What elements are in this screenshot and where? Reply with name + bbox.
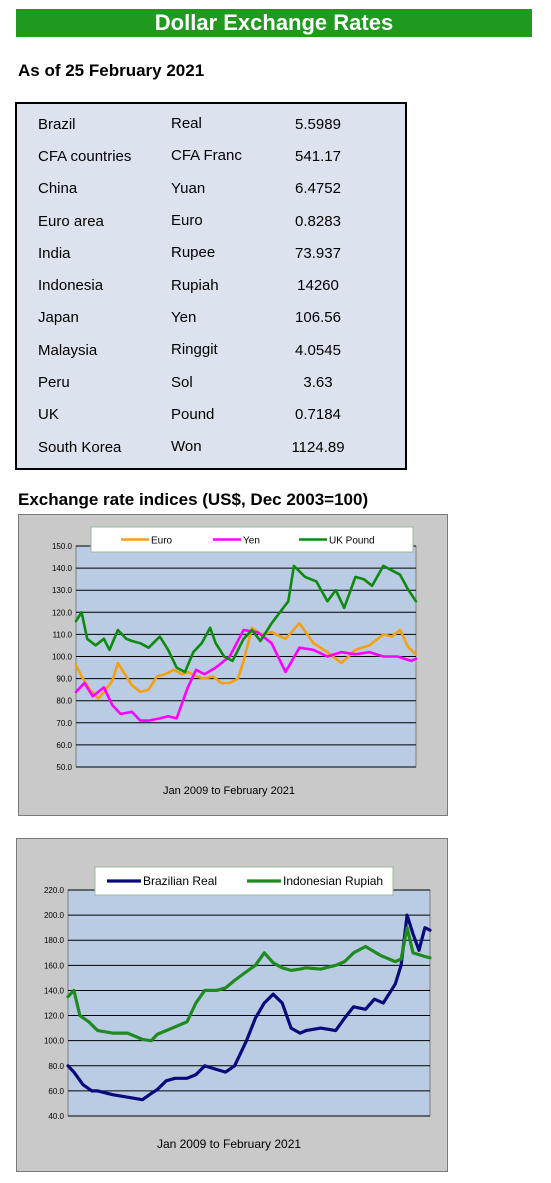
country-cell: Brazil — [38, 115, 76, 133]
rate-row: Euro area Euro 0.8283 — [17, 205, 405, 237]
rate-value-cell: 3.63 — [303, 374, 333, 392]
series-line-brazilian-real — [66, 913, 432, 1102]
rate-row: Peru Sol 3.63 — [17, 366, 405, 398]
rate-value-cell: 106.56 — [295, 309, 341, 327]
y-tick-label: 90.0 — [56, 675, 72, 684]
currency-cell: Euro — [171, 212, 203, 230]
as-of-date: As of 25 February 2021 — [18, 61, 205, 80]
page-banner-title: Dollar Exchange Rates — [16, 9, 532, 37]
major-currency-index-chart: 150.0 140.0 130.0 120.0 110.0 100.0 90.0 80.0 70… — [18, 514, 448, 816]
legend-label: Brazilian Real — [143, 874, 217, 888]
currency-cell: Rupiah — [171, 276, 219, 294]
rate-row: Japan Yen 106.56 — [17, 302, 405, 334]
y-tick-label: 80.0 — [56, 697, 72, 706]
currency-cell: Real — [171, 115, 202, 133]
legend-label: Indonesian Rupiah — [283, 874, 383, 888]
y-tick-label: 60.0 — [56, 741, 72, 750]
series-line-indonesian-rupiah — [66, 926, 432, 1043]
country-cell: Euro area — [38, 212, 104, 230]
y-tick-label: 140.0 — [44, 986, 65, 995]
rate-row: Indonesia Rupiah 14260 — [17, 269, 405, 301]
y-tick-label: 120.0 — [52, 608, 73, 617]
currency-cell: Pound — [171, 405, 215, 423]
rate-row: Malaysia Ringgit 4.0545 — [17, 334, 405, 366]
rate-value-cell: 0.8283 — [295, 212, 341, 230]
currency-cell: Ringgit — [171, 341, 218, 359]
legend-label: UK Pound — [329, 536, 375, 547]
rate-row: South Korea Won 1124.89 — [17, 431, 405, 463]
y-tick-label: 220.0 — [44, 886, 65, 895]
currency-cell: Yuan — [171, 179, 206, 197]
rate-row: India Rupee 73.937 — [17, 237, 405, 269]
indices-heading: Exchange rate indices (US$, Dec 2003=100… — [18, 490, 369, 509]
legend-label: Euro — [151, 536, 173, 547]
rate-row: CFA countries CFA Franc 541.17 — [17, 140, 405, 172]
currency-cell: Rupee — [171, 244, 216, 262]
currency-cell: CFA Franc — [171, 147, 242, 165]
y-tick-label: 160.0 — [44, 961, 65, 970]
series-line-yen — [74, 628, 418, 722]
exchange-rates-table: Brazil Real 5.5989 CFA countries CFA Franc 54… — [15, 102, 407, 470]
rate-value-cell: 5.5989 — [295, 115, 341, 133]
y-tick-label: 150.0 — [52, 542, 73, 551]
x-axis-label: Jan 2009 to February 2021 — [163, 785, 295, 797]
country-cell: Indonesia — [38, 277, 104, 295]
y-tick-label: 100.0 — [52, 653, 73, 662]
rate-row: UK Pound 0.7184 — [17, 399, 405, 431]
country-cell: Japan — [38, 309, 79, 327]
y-tick-label: 180.0 — [44, 936, 65, 945]
y-tick-label: 100.0 — [44, 1037, 65, 1046]
plot-area — [67, 889, 431, 1117]
rate-value-cell: 14260 — [297, 277, 339, 295]
country-cell: Peru — [38, 374, 70, 392]
chart2-svg: 220.0 200.0 180.0 160.0 140.0 120.0 100.0 80.0 6… — [44, 866, 432, 1151]
y-tick-label: 60.0 — [48, 1087, 64, 1096]
rate-value-cell: 4.0545 — [295, 341, 341, 359]
series-line-euro — [74, 622, 418, 700]
rate-row: China Yuan 6.4752 — [17, 173, 405, 205]
emerging-currency-index-chart: 220.0 200.0 180.0 160.0 140.0 120.0 100.0 80.0 6… — [16, 838, 448, 1172]
y-tick-label: 120.0 — [44, 1012, 65, 1021]
legend-label: Yen — [243, 536, 260, 547]
currency-cell: Won — [171, 438, 202, 456]
legend: Euro Yen UK Pound — [90, 526, 414, 553]
country-cell: CFA countries — [38, 147, 132, 165]
y-tick-label: 70.0 — [56, 719, 72, 728]
x-axis-label: Jan 2009 to February 2021 — [157, 1137, 301, 1151]
rate-value-cell: 0.7184 — [295, 406, 341, 424]
rate-value-cell: 541.17 — [295, 147, 341, 165]
y-tick-label: 40.0 — [48, 1112, 64, 1121]
currency-cell: Sol — [171, 373, 193, 391]
y-tick-label: 80.0 — [48, 1062, 64, 1071]
legend-box — [94, 866, 394, 896]
y-tick-label: 130.0 — [52, 586, 73, 595]
series-line-uk-pound — [74, 564, 418, 674]
rate-value-cell: 73.937 — [295, 244, 341, 262]
y-tick-label: 50.0 — [56, 763, 72, 772]
chart1-svg: 150.0 140.0 130.0 120.0 110.0 100.0 90.0 80.0 70… — [52, 526, 418, 797]
country-cell: Malaysia — [38, 341, 98, 359]
rate-value-cell: 1124.89 — [291, 438, 345, 456]
y-tick-label: 110.0 — [53, 630, 73, 639]
rate-row: Brazil Real 5.5989 — [17, 108, 405, 140]
y-tick-label: 140.0 — [52, 564, 73, 573]
country-cell: China — [38, 180, 78, 198]
rate-value-cell: 6.4752 — [295, 180, 341, 198]
y-tick-label: 200.0 — [44, 911, 65, 920]
legend: Brazilian Real Indonesian Rupiah — [94, 866, 394, 896]
country-cell: India — [38, 244, 71, 262]
country-cell: UK — [38, 406, 59, 424]
currency-cell: Yen — [171, 308, 197, 326]
country-cell: South Korea — [38, 438, 122, 456]
